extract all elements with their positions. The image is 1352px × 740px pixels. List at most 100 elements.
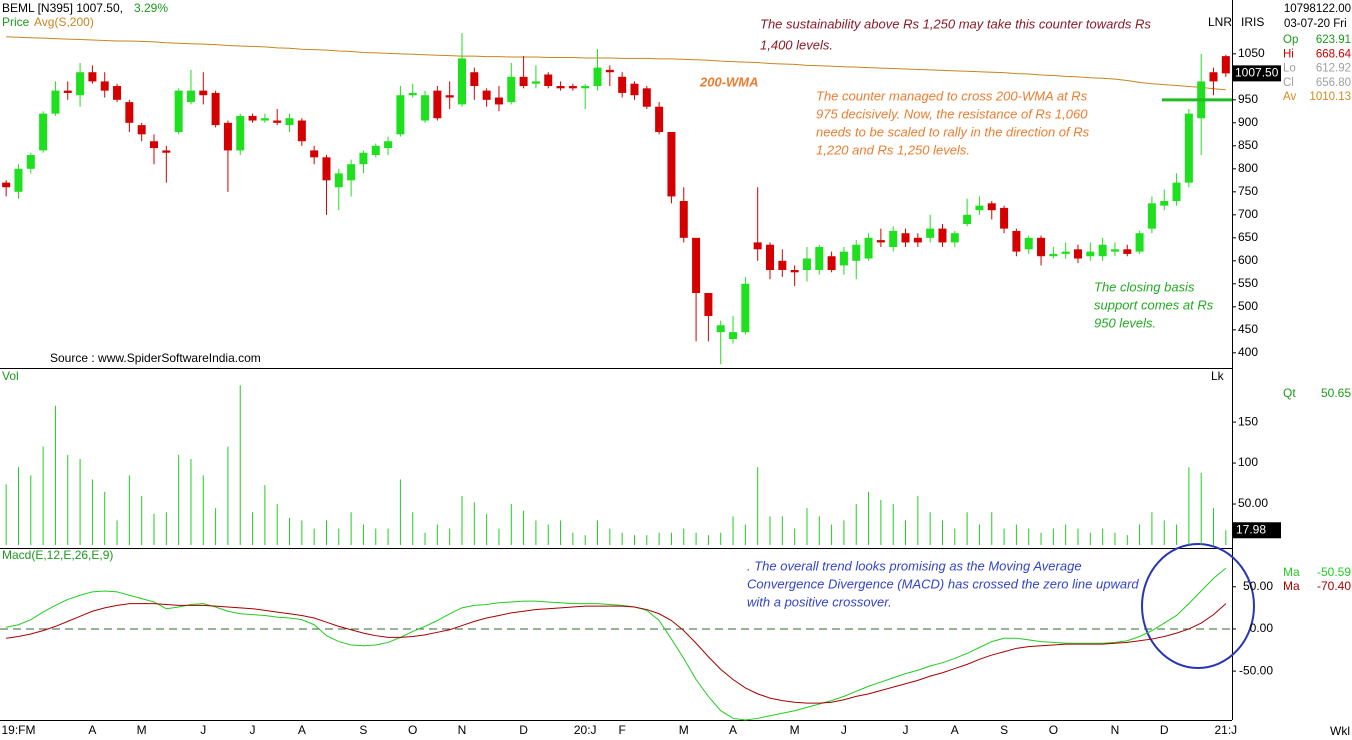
y-tick-label: 100 [1238,455,1258,469]
info-value: 612.92 [1316,63,1351,75]
highlight-ellipse [1141,543,1255,669]
panel-corner: Lk [1211,369,1225,383]
candle-body [371,145,380,156]
annotation: The closing basis [1094,279,1195,294]
candle-body [51,90,60,114]
info-value: 623.91 [1316,34,1351,46]
candle-body [408,92,417,96]
quantity: 10798122.00 [1284,3,1351,15]
candle-body [593,67,602,87]
candle-body [1147,203,1156,229]
wma-label: 200-WMA [699,74,759,89]
price-tag [1233,65,1281,82]
candle-body [482,90,491,100]
change: 3.29% [134,1,168,15]
candle-body [1061,251,1070,254]
candle-body [630,83,639,96]
candle-body [926,228,935,238]
candle-body [581,86,590,89]
candle-body [359,152,368,165]
macd-line [6,603,1227,704]
annotation: 975 decisively. Now, the resistance of R… [816,106,1088,121]
candle-body [544,74,553,87]
candle-body [88,72,97,82]
candle-body [839,251,848,266]
candle-body [889,230,898,248]
info-label: Hi [1283,48,1294,60]
legend-value: -70.40 [1317,579,1351,593]
volume-tag-label: 17.98 [1236,522,1266,536]
toolbar-item[interactable]: LNR [1208,15,1232,29]
y-tick-label: 400 [1238,345,1258,359]
x-tick-label: O [408,723,417,737]
y-tick-label: 150 [1238,414,1258,428]
x-tick-label: J [841,723,847,737]
candle-body [236,115,245,151]
y-tick-label: 550 [1238,276,1258,290]
candle-body [260,118,269,121]
annotation: The counter managed to cross 200-WMA at … [816,88,1088,103]
candle-body [507,76,516,103]
x-tick-label: J [250,723,256,737]
candle-body [1172,182,1181,202]
candle-body [199,90,208,96]
candle-body [186,90,195,103]
price-tag-label: 1007.50 [1235,66,1279,80]
candle-body [125,102,134,123]
source: Source : www.SpiderSoftwareIndia.com [50,351,261,365]
timeframe: Wkl [1330,724,1350,738]
candle-body [162,150,171,153]
legend-entry: Ma [1283,565,1300,579]
candle-body [950,233,959,243]
candle-body [310,150,319,158]
candle-body [1024,237,1033,250]
candle-body [642,88,651,107]
annotation: 950 levels. [1094,315,1156,330]
y-tick-label: 900 [1238,115,1258,129]
candle-body [741,283,750,333]
info-label: Cl [1283,77,1294,89]
candle-body [704,293,713,317]
annotation: 1,400 levels. [760,37,833,52]
candle-body [223,122,232,151]
candle-body [876,240,885,243]
candle-body [1135,233,1144,252]
annotation: needs to be scaled to rally in the direc… [816,124,1090,139]
candle-body [1184,113,1193,183]
candle-body [1098,244,1107,257]
x-tick-label: 19:FM [1,723,35,737]
x-tick-label: A [729,723,737,737]
x-tick-label: J [200,723,206,737]
info-label: Lo [1283,63,1296,75]
candle-body [248,115,257,121]
candle-body [494,97,503,105]
candle-body [1209,72,1218,82]
x-tick-label: A [298,723,306,737]
x-tick-label: S [359,723,367,737]
y-tick-label: 700 [1238,207,1258,221]
legend-label: Price [2,15,30,29]
x-tick-label: D [519,723,528,737]
candle-body [100,81,109,91]
y-tick-label: 600 [1238,253,1258,267]
candle-body [445,95,454,98]
candle-body [963,214,972,225]
candle-body [433,90,442,119]
y-tick-label: 450 [1238,322,1258,336]
legend-entry: Ma [1283,579,1300,593]
annotation: support comes at Rs [1094,297,1214,312]
candle-body [137,125,146,135]
info-value: 656.80 [1316,77,1351,89]
candle-body [753,242,762,250]
candle-body [1049,253,1058,257]
candle-body [692,237,701,294]
chart-title: BEML [N395] 1007.50, [2,1,123,15]
x-tick-label: M [790,723,800,737]
candle-body [655,106,664,133]
x-tick-label: M [679,723,689,737]
candle-body [396,95,405,135]
y-tick-label: 650 [1238,230,1258,244]
candle-body [568,86,577,89]
toolbar-item[interactable]: IRIS [1241,15,1264,29]
